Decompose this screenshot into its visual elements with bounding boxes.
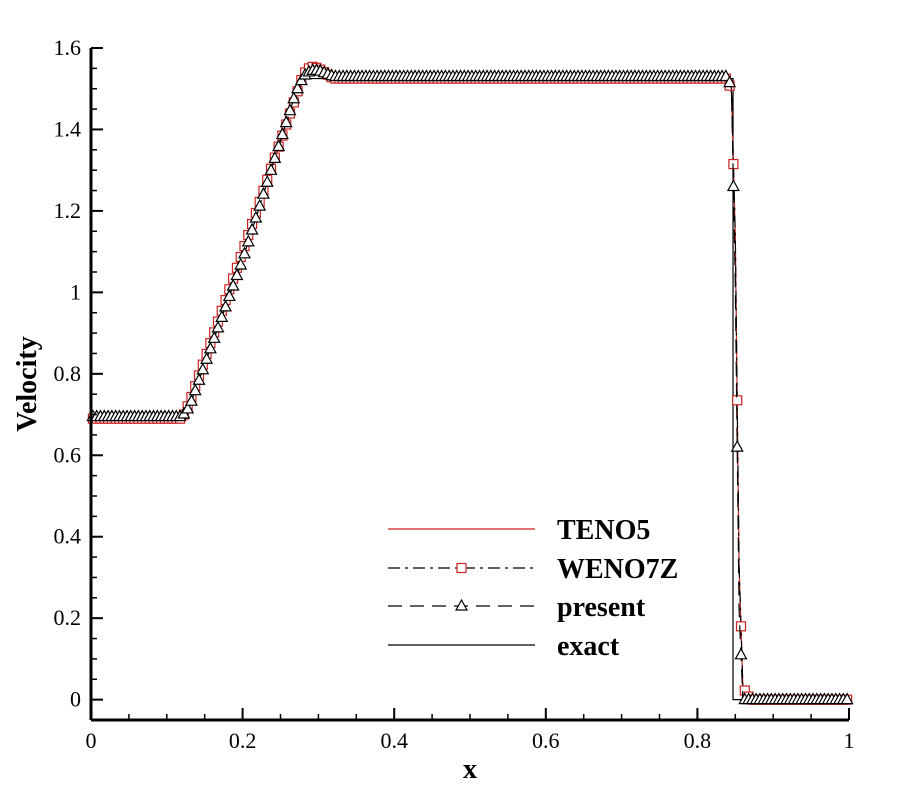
data-point (272, 139, 286, 152)
legend-marker (456, 562, 467, 574)
data-point (268, 151, 282, 163)
legend-item-present: present (388, 592, 646, 623)
legend-label: exact (557, 631, 620, 662)
y-tick-label: 0.4 (54, 524, 82, 549)
data-point (723, 75, 737, 88)
series-present (86, 63, 854, 705)
data-point (260, 175, 274, 187)
y-tick-label: 1 (70, 279, 81, 304)
legend: TENO5 WENO7Z present exact (388, 515, 678, 662)
y-tick-label: 1.6 (54, 35, 82, 60)
x-tick-label: 0 (86, 728, 97, 753)
x-tick-label: 1 (844, 728, 855, 753)
data-point (283, 103, 297, 116)
data-point (256, 186, 270, 199)
legend-label: TENO5 (557, 515, 650, 546)
data-point (226, 278, 240, 291)
data-point (237, 246, 252, 259)
data-point (211, 320, 225, 333)
data-point (196, 362, 210, 375)
data-point (730, 439, 744, 452)
y-tick-label: 0.2 (54, 605, 82, 630)
data-point (203, 341, 217, 354)
data-point (192, 372, 206, 385)
legend-item-WENO7Z: WENO7Z (388, 554, 678, 585)
axes: 0 0.2 0.4 0.6 0.8 1 0 0.2 0.4 0.6 0.8 1 1.2 1.4 1.6 (54, 35, 855, 753)
x-tick-label: 0.6 (532, 728, 560, 753)
data-point (735, 621, 747, 632)
data-point (241, 234, 255, 247)
y-tick-label: 1.4 (54, 116, 82, 141)
series-line-exact (91, 77, 849, 701)
x-axis-title: x (463, 754, 477, 785)
data-point (245, 222, 259, 235)
data-point (181, 401, 195, 414)
y-tick-label: 0.8 (54, 361, 82, 386)
data-point (275, 127, 289, 140)
x-tick-label: 0.8 (684, 728, 712, 753)
data-point (726, 179, 740, 192)
y-axis-title: Velocity (12, 336, 43, 431)
data-point (249, 210, 263, 223)
data-point (184, 393, 198, 406)
data-point (207, 331, 221, 343)
plot-area (86, 61, 854, 705)
data-point (253, 198, 267, 211)
data-point (222, 289, 236, 302)
legend-marker (454, 598, 469, 611)
legend-item-TENO5: TENO5 (388, 515, 650, 546)
data-point (234, 257, 248, 270)
data-point (200, 352, 214, 364)
x-tick-label: 0.4 (380, 728, 408, 753)
y-tick-label: 0.6 (54, 442, 82, 467)
y-tick-label: 0 (70, 687, 81, 712)
x-tick-label: 0.2 (229, 728, 257, 753)
data-point (840, 692, 854, 705)
series-exact (91, 77, 849, 701)
legend-label: present (557, 592, 646, 623)
data-point (215, 310, 229, 322)
data-point (230, 268, 244, 281)
legend-label: WENO7Z (557, 554, 678, 585)
data-point (219, 299, 233, 312)
data-point (734, 647, 748, 660)
data-point (279, 115, 293, 128)
data-point (287, 91, 301, 104)
legend-item-exact: exact (388, 631, 620, 662)
y-tick-label: 1.2 (54, 198, 82, 223)
data-point (188, 383, 202, 396)
data-point (264, 163, 278, 175)
data-point (291, 81, 305, 94)
